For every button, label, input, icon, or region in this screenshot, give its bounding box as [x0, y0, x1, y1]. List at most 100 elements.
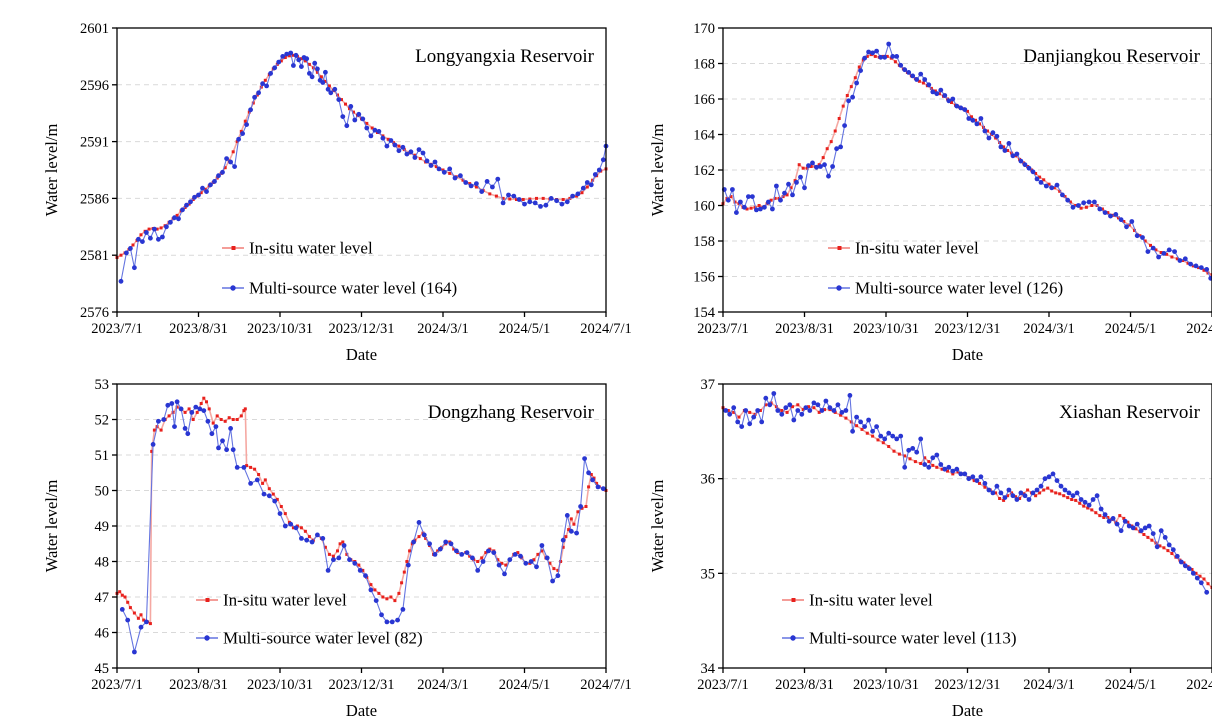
- x-axis-title: Date: [346, 345, 377, 364]
- y-tick-label: 2586: [80, 191, 109, 207]
- data-point-square: [200, 402, 203, 405]
- data-point-square: [542, 197, 545, 200]
- data-point-circle: [310, 540, 315, 545]
- data-point-circle: [1019, 159, 1024, 164]
- data-point-circle: [206, 419, 211, 424]
- data-point-square: [931, 464, 934, 467]
- data-point-circle: [381, 136, 386, 141]
- data-point-circle: [975, 478, 980, 483]
- data-point-circle: [429, 163, 434, 168]
- data-point-square: [838, 117, 841, 120]
- data-point-circle: [820, 408, 825, 413]
- multi-source-series-line: [122, 402, 603, 652]
- data-point-circle: [1199, 580, 1204, 585]
- data-point-circle: [816, 402, 821, 407]
- legend-square-marker-icon: [792, 598, 796, 602]
- data-point-circle: [425, 159, 430, 164]
- data-point-circle: [970, 118, 975, 123]
- data-point-circle: [838, 145, 843, 150]
- data-point-circle: [1179, 560, 1184, 565]
- data-point-circle: [188, 199, 193, 204]
- data-point-circle: [783, 405, 788, 410]
- data-point-square: [419, 157, 422, 160]
- data-point-circle: [723, 408, 728, 413]
- data-point-square: [898, 453, 901, 456]
- y-tick-label: 50: [95, 484, 110, 500]
- legend-circle-marker-icon: [204, 635, 209, 640]
- data-point-circle: [1011, 493, 1016, 498]
- data-point-circle: [1115, 522, 1120, 527]
- data-point-circle: [844, 408, 849, 413]
- data-point-square: [129, 606, 132, 609]
- data-point-circle: [597, 168, 602, 173]
- x-tick-label: 2023/8/31: [169, 677, 228, 693]
- data-point-square: [336, 549, 339, 552]
- data-point-circle: [288, 522, 293, 527]
- data-point-circle: [565, 199, 570, 204]
- data-point-square: [1162, 546, 1165, 549]
- data-point-circle: [731, 405, 736, 410]
- data-point-circle: [1162, 251, 1167, 256]
- data-point-square: [826, 147, 829, 150]
- data-point-circle: [1087, 200, 1092, 205]
- data-point-circle: [352, 118, 357, 123]
- data-point-circle: [991, 130, 996, 135]
- data-point-circle: [1067, 491, 1072, 496]
- data-point-square: [564, 535, 567, 538]
- data-point-circle: [315, 533, 320, 538]
- x-tick-label: 2024/3/1: [417, 321, 469, 337]
- data-point-square: [866, 432, 869, 435]
- data-point-circle: [999, 491, 1004, 496]
- data-point-circle: [164, 224, 169, 229]
- data-point-circle: [561, 538, 566, 543]
- data-point-square: [750, 207, 753, 210]
- data-point-circle: [898, 63, 903, 68]
- data-point-circle: [1049, 185, 1054, 190]
- data-point-square: [834, 130, 837, 133]
- data-point-circle: [1023, 493, 1028, 498]
- legend-item-multi-source: Multi-source water level (126): [828, 279, 1063, 298]
- data-point-circle: [585, 180, 590, 185]
- data-point-circle: [802, 185, 807, 190]
- data-point-circle: [340, 114, 345, 119]
- data-point-circle: [506, 193, 511, 198]
- data-point-circle: [236, 137, 241, 142]
- data-point-circle: [926, 82, 931, 87]
- data-point-circle: [554, 198, 559, 203]
- data-point-circle: [1055, 183, 1060, 188]
- data-point-circle: [256, 90, 261, 95]
- data-point-circle: [570, 194, 575, 199]
- data-point-circle: [1107, 519, 1112, 524]
- data-point-circle: [518, 554, 523, 559]
- x-tick-label: 2024/5/1: [1105, 321, 1157, 337]
- data-point-square: [232, 418, 235, 421]
- data-point-square: [381, 596, 384, 599]
- data-point-circle: [470, 556, 475, 561]
- data-point-circle: [910, 446, 915, 451]
- data-point-circle: [1055, 478, 1060, 483]
- legend-circle-marker-icon: [836, 285, 841, 290]
- data-point-square: [874, 55, 877, 58]
- data-point-circle: [1083, 500, 1088, 505]
- legend-label: In-situ water level: [223, 591, 347, 610]
- data-point-circle: [511, 194, 516, 199]
- data-point-circle: [296, 57, 301, 62]
- data-point-circle: [1111, 516, 1116, 521]
- data-point-circle: [1178, 258, 1183, 263]
- data-point-square: [389, 596, 392, 599]
- data-point-circle: [848, 393, 853, 398]
- data-point-square: [796, 403, 799, 406]
- y-tick-label: 2596: [80, 78, 109, 94]
- data-point-circle: [168, 220, 173, 225]
- data-point-circle: [1151, 531, 1156, 536]
- data-point-circle: [427, 541, 432, 546]
- y-tick-label: 49: [95, 519, 110, 535]
- data-point-square: [188, 407, 191, 410]
- x-tick-label: 2023/7/1: [91, 321, 143, 337]
- data-point-square: [587, 485, 590, 488]
- data-point-square: [328, 553, 331, 556]
- data-point-circle: [750, 194, 755, 199]
- data-point-circle: [1047, 474, 1052, 479]
- x-tick-label: 2023/12/31: [934, 677, 1000, 693]
